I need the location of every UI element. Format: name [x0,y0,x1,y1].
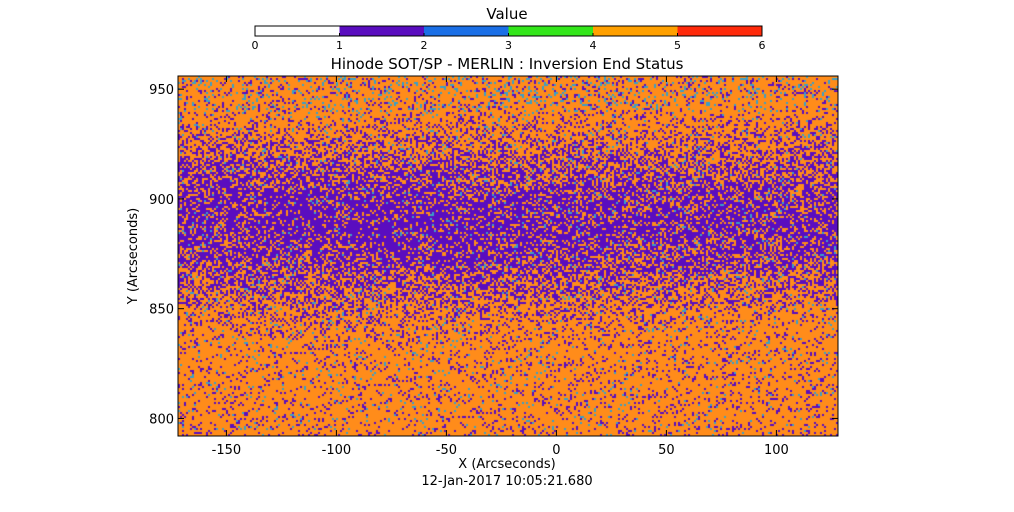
colorbar-tick-label: 4 [590,39,597,52]
y-tick-label: 850 [149,303,174,318]
colorbar: 0 1 2 3 4 5 6 [252,25,766,52]
colorbar-tick-label: 1 [336,39,343,52]
y-tick-label: 950 [149,83,174,98]
x-tick-label: 0 [552,443,560,458]
colorbar-tick-label: 5 [674,39,681,52]
x-tick-label: -100 [322,443,352,458]
heatmap-image-container [178,76,838,436]
y-axis-ticks: 800 850 900 950 [149,83,838,427]
colorbar-segment-1 [339,26,424,36]
colorbar-segment-0 [255,26,340,36]
x-axis-label: X (Arcseconds) [458,457,555,472]
y-axis-label: Y (Arcseconds) [126,208,141,305]
colorbar-tick-label: 2 [421,39,428,52]
colorbar-segment-4 [593,26,678,36]
chart-title: Hinode SOT/SP - MERLIN : Inversion End S… [331,55,684,73]
colorbar-label: Value [486,5,527,23]
heatmap-canvas [178,76,838,436]
colorbar-segment-2 [424,26,509,36]
x-tick-label: -150 [212,443,242,458]
colorbar-tick-label: 0 [252,39,259,52]
x-tick-label: 50 [658,443,675,458]
x-tick-label: -50 [436,443,457,458]
colorbar-tick-label: 6 [759,39,766,52]
y-tick-label: 900 [149,193,174,208]
colorbar-segment-5 [677,26,762,36]
x-tick-label: 100 [764,443,789,458]
x-axis-ticks: -150 -100 -50 0 50 100 [212,76,789,458]
plot-frame [177,75,839,437]
colorbar-tick-label: 3 [505,39,512,52]
y-tick-label: 800 [149,412,174,427]
colorbar-segment-3 [508,26,593,36]
footer-timestamp: 12-Jan-2017 10:05:21.680 [421,474,592,489]
